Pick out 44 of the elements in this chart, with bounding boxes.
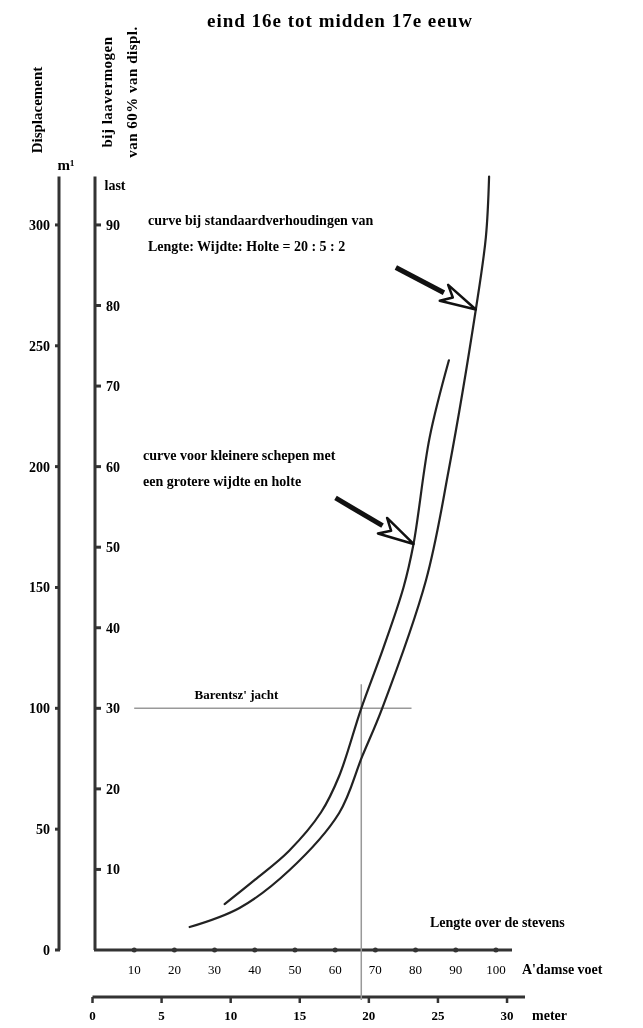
x-tick-label: 90 xyxy=(449,962,463,977)
y2-tick-label: 90 xyxy=(106,217,120,233)
y2-tick-label: 20 xyxy=(106,781,120,797)
text: m¹ xyxy=(57,157,75,173)
y-tick-label: 150 xyxy=(29,580,50,596)
x2-tick-label: 20 xyxy=(362,1008,376,1023)
y2-tick-label: 80 xyxy=(106,298,120,314)
y-tick-label: 200 xyxy=(29,459,50,475)
x-axis-title: A'damse voet xyxy=(522,962,603,977)
x-tick-label: 80 xyxy=(409,962,423,977)
y-tick-label: 250 xyxy=(29,338,50,354)
y2-tick-label: 50 xyxy=(106,540,120,556)
y2-tick-label: 40 xyxy=(106,620,120,636)
x2-tick-label: 0 xyxy=(89,1008,96,1023)
x2-tick-label: 5 xyxy=(158,1008,166,1023)
y2-tick-label: 70 xyxy=(106,379,120,395)
x2-tick-label: 10 xyxy=(224,1008,238,1023)
x-tick-label: 70 xyxy=(368,962,382,977)
x-tick-label: 60 xyxy=(328,962,342,977)
y-tick-label: 100 xyxy=(29,701,50,717)
y-tick-label: 300 xyxy=(29,217,50,233)
annotation: curve bij standaardverhoudingen van Lengte: Wijdte: Holte = 20 : 5 : 2 xyxy=(148,213,374,254)
annotation: Lengte over de stevens xyxy=(430,915,566,930)
annotation: last xyxy=(104,178,126,193)
y2-tick-label: 10 xyxy=(106,862,120,878)
x-tick-label: 100 xyxy=(486,962,506,977)
y2-tick-label: 30 xyxy=(106,701,120,717)
x-tick-label: 10 xyxy=(127,962,141,977)
x-tick-label: 40 xyxy=(248,962,262,977)
x2-tick-label: 15 xyxy=(293,1008,307,1023)
y2-axis-title: bij laavermogen van 60% van displ. xyxy=(99,26,140,158)
x-tick-label: 20 xyxy=(167,962,181,977)
x2-tick-label: 25 xyxy=(431,1008,445,1023)
y-axis-title: Displacement xyxy=(29,66,45,154)
x-tick-label: 50 xyxy=(288,962,302,977)
ref-line-label: Barentsz' jacht xyxy=(194,687,280,703)
y2-tick-label: 60 xyxy=(106,459,120,475)
annotation: curve voor kleinere schepen met een grotere wijdte en holte xyxy=(143,448,336,489)
y-tick-label: 50 xyxy=(36,822,50,838)
x2-tick-label: 30 xyxy=(500,1008,514,1023)
y-tick-label: 0 xyxy=(43,943,50,958)
x-tick-label: 30 xyxy=(208,962,222,977)
x2-axis-title: meter xyxy=(532,1008,567,1023)
chart-title: eind 16e tot midden 17e eeuw xyxy=(206,10,474,31)
